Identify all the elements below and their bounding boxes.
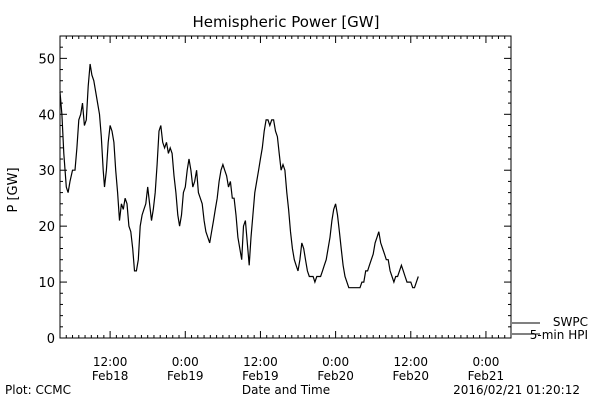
x-tick-date-label: Feb21 (468, 369, 505, 383)
x-tick-date-label: Feb19 (242, 369, 279, 383)
y-tick-label: 50 (38, 52, 55, 67)
x-tick-time-label: 12:00 (393, 355, 428, 369)
x-tick-time-label: 12:00 (93, 355, 128, 369)
x-tick-time-label: 0:00 (172, 355, 199, 369)
x-ticks: 12:00Feb180:00Feb1912:00Feb190:00Feb2012… (65, 36, 506, 383)
legend: SWPC 5-min HPI (512, 315, 588, 342)
timestamp: 2016/02/21 01:20:12 (453, 383, 580, 397)
x-tick-date-label: Feb19 (167, 369, 204, 383)
x-axis-label: Date and Time (242, 383, 330, 397)
y-ticks: 0 10 20 30 40 50 (38, 46, 511, 347)
y-tick-label: 20 (38, 220, 55, 235)
x-tick-time-label: 0:00 (472, 355, 499, 369)
y-axis-label: P [GW] (6, 167, 21, 212)
legend-entry-swpc: SWPC (553, 315, 588, 329)
y-tick-label: 0 (47, 332, 55, 347)
plot-source: Plot: CCMC (5, 383, 71, 397)
y-tick-label: 40 (38, 108, 55, 123)
y-axis-label-group: P [GW] (6, 167, 21, 212)
series-line-5min-hpi (59, 63, 419, 289)
legend-entry-5min-hpi: 5-min HPI (530, 328, 588, 342)
x-tick-date-label: Feb20 (317, 369, 354, 383)
y-tick-label: 30 (38, 164, 55, 179)
x-tick-date-label: Feb18 (92, 369, 129, 383)
x-tick-time-label: 12:00 (243, 355, 278, 369)
plot-frame (59, 35, 512, 339)
y-tick-label: 10 (38, 276, 55, 291)
x-tick-time-label: 0:00 (322, 355, 349, 369)
chart-title: Hemispheric Power [GW] (193, 13, 380, 31)
x-tick-date-label: Feb20 (393, 369, 430, 383)
